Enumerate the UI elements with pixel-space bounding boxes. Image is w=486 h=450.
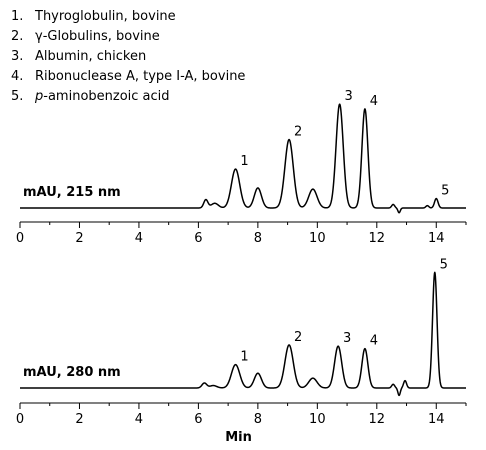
peak-label: 5 (440, 257, 448, 272)
x-tick-label: 6 (194, 231, 202, 246)
peak-label: 4 (370, 94, 378, 109)
x-tick-label: 10 (309, 412, 326, 427)
x-tick-label: 4 (135, 412, 143, 427)
peak-label: 2 (294, 330, 302, 345)
chromatogram-trace (19, 103, 467, 214)
trace-label: mAU, 215 nm (23, 185, 121, 200)
chromatogram-trace (19, 271, 467, 397)
legend-entry: p-aminobenzoic acid (34, 89, 170, 104)
x-tick-label: 0 (16, 231, 24, 246)
legend-entry: Ribonuclease A, type I-A, bovine (35, 69, 245, 84)
legend-entry: Albumin, chicken (35, 49, 146, 64)
legend: 1. Thyroglobulin, bovine 2. γ-Globulins, bo… (11, 9, 245, 104)
peak-label: 1 (240, 350, 248, 365)
x-tick-label: 8 (254, 412, 262, 427)
x-tick-label: 2 (75, 412, 83, 427)
x-axis-title: Min (225, 430, 252, 445)
legend-number: 5. (11, 89, 23, 104)
x-tick-label: 14 (428, 231, 445, 246)
x-tick-label: 8 (254, 231, 262, 246)
x-tick-label: 12 (369, 412, 386, 427)
x-tick-label: 12 (369, 231, 386, 246)
peak-label: 5 (441, 184, 449, 199)
peak-label: 3 (343, 331, 351, 346)
x-tick-label: 10 (309, 231, 326, 246)
trace-label: mAU, 280 nm (23, 365, 121, 380)
peak-label: 3 (344, 89, 352, 104)
x-tick-label: 6 (194, 412, 202, 427)
legend-entry: γ-Globulins, bovine (35, 29, 160, 44)
legend-number: 2. (11, 29, 23, 44)
legend-number: 3. (11, 49, 23, 64)
legend-number: 1. (11, 9, 23, 24)
legend-entry: Thyroglobulin, bovine (34, 9, 176, 24)
peak-label: 4 (370, 334, 378, 349)
legend-number: 4. (11, 69, 23, 84)
x-tick-label: 4 (135, 231, 143, 246)
x-tick-label: 0 (16, 412, 24, 427)
x-tick-label: 2 (75, 231, 83, 246)
peak-label: 1 (240, 154, 248, 169)
peak-label: 2 (294, 125, 302, 140)
x-tick-label: 14 (428, 412, 445, 427)
